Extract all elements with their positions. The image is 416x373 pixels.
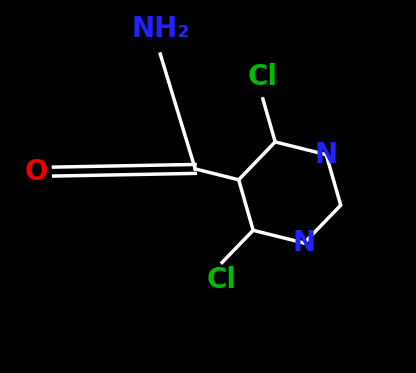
Text: Cl: Cl: [207, 266, 237, 294]
Text: NH₂: NH₂: [131, 15, 189, 43]
Text: N: N: [292, 229, 316, 257]
Text: N: N: [314, 141, 338, 169]
Text: O: O: [25, 157, 48, 186]
Text: Cl: Cl: [248, 63, 278, 91]
